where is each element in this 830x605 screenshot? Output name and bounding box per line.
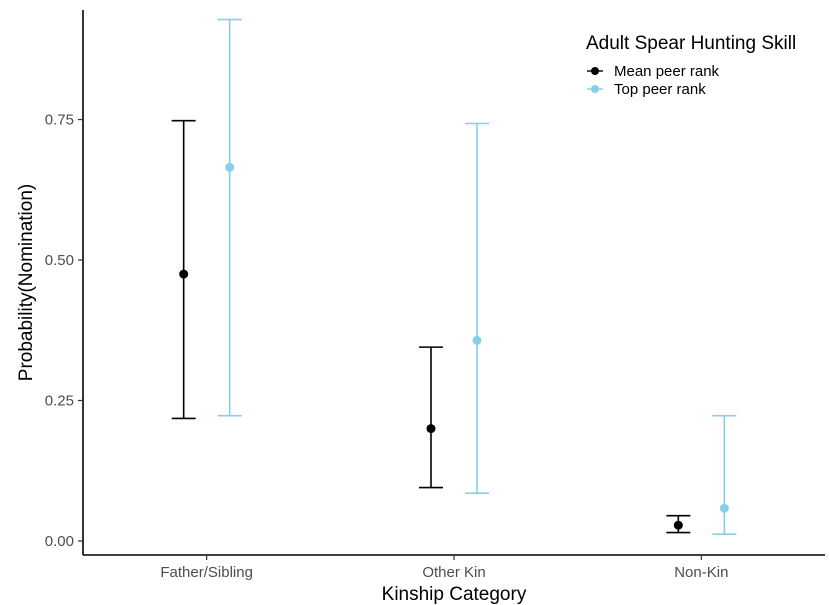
error-bar bbox=[666, 514, 691, 534]
x-tick-label: Non-Kin bbox=[674, 564, 728, 581]
legend: Adult Spear Hunting Skill Mean peer rank… bbox=[586, 33, 796, 98]
data-point bbox=[673, 520, 683, 530]
data-point bbox=[719, 503, 729, 513]
y-axis-title: Probability(Nomination) bbox=[16, 184, 37, 381]
error-bar bbox=[712, 414, 737, 536]
legend-item: Mean peer rank bbox=[587, 63, 720, 80]
x-axis-ticks: Father/Sibling Other Kin Non-Kin bbox=[160, 555, 728, 581]
legend-label: Mean peer rank bbox=[614, 63, 720, 80]
data-point bbox=[179, 269, 189, 279]
y-axis-ticks: 0.00 0.25 0.50 0.75 bbox=[45, 112, 83, 550]
data-point bbox=[225, 162, 235, 172]
error-bar bbox=[465, 122, 489, 494]
plot-area bbox=[171, 18, 737, 536]
legend-item: Top peer rank bbox=[587, 81, 706, 98]
legend-label: Top peer rank bbox=[614, 81, 706, 98]
y-tick-label: 0.75 bbox=[45, 112, 74, 129]
legend-title: Adult Spear Hunting Skill bbox=[586, 33, 796, 54]
data-point bbox=[426, 424, 436, 434]
y-tick-label: 0.50 bbox=[45, 252, 74, 269]
y-tick-label: 0.25 bbox=[45, 392, 74, 409]
error-bar bbox=[171, 119, 196, 420]
legend-key-dot bbox=[591, 67, 599, 75]
x-tick-label: Other Kin bbox=[422, 564, 485, 581]
error-bar bbox=[217, 18, 242, 417]
y-tick-label: 0.00 bbox=[45, 533, 74, 550]
x-tick-label: Father/Sibling bbox=[160, 564, 253, 581]
axes bbox=[82, 10, 825, 556]
data-point bbox=[472, 335, 482, 345]
legend-key-dot bbox=[591, 85, 599, 93]
error-bar bbox=[419, 346, 443, 489]
x-axis-title: Kinship Category bbox=[382, 584, 527, 605]
